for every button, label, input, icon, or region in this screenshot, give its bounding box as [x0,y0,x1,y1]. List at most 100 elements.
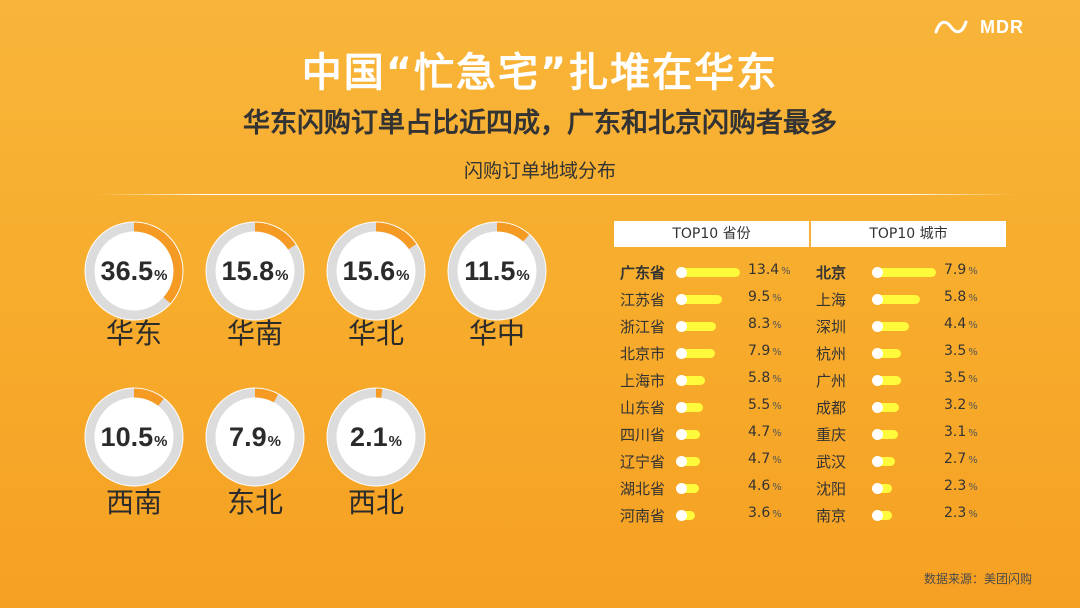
ring-slice [206,222,304,320]
ring-东北: 7.9% 东北 [205,387,305,519]
ranking-bar [678,457,700,466]
ring-background [84,387,184,487]
ranking-bar [678,268,740,277]
ring-background [84,221,184,321]
ranking-value: 3.5% [944,370,978,386]
ranking-row: 上海市 5.8% [614,368,810,395]
ranking-unit: % [772,509,782,520]
ranking-row: 广东省 13.4% [614,260,810,287]
ranking-name: 成都 [816,399,847,417]
ranking-bar-dot [872,483,883,494]
ring-华中: 11.5% 华中 [447,221,547,350]
province-ranking-list: 广东省 13.4% 江苏省 9.5% 浙江省 8.3% 北京市 7.9% 上海市 5.8% 山东省 5… [614,260,810,530]
ring-slice [85,388,183,486]
ranking-bar-dot [676,375,687,386]
ranking-name: 重庆 [816,426,847,444]
ring-西北: 2.1% 西北 [326,387,426,519]
ranking-name: 深圳 [816,318,847,336]
ring-slice [327,388,425,486]
ring-background [205,221,305,321]
ranking-bar-dot [676,267,687,278]
ring-label: 华中 [469,317,525,350]
ring-slice [448,222,546,320]
ring-slice [85,222,183,320]
section-divider [96,194,1016,195]
ranking-value: 3.1% [944,424,978,440]
ranking-bar-dot [872,375,883,386]
ring-value: 36.5% [101,256,168,286]
ranking-unit: % [968,293,978,304]
ranking-bar [678,403,704,412]
ranking-name: 广州 [816,372,847,390]
ranking-value: 4.4% [944,316,978,332]
top10-tables: TOP10 省份 TOP10 城市 广东省 13.4% 江苏省 9.5% 浙江省 8.3%… [614,221,1006,530]
top10-table-header: TOP10 省份 TOP10 城市 [614,221,1006,247]
page-subtitle: 华东闪购订单占比近四成，广东和北京闪购者最多 [243,108,837,139]
ranking-name: 上海 [816,291,847,309]
data-source-note: 数据来源：美团闪购 [923,572,1032,586]
ranking-name: 上海市 [620,372,666,390]
ranking-row: 江苏省 9.5% [614,287,810,314]
ring-value: 2.1% [350,422,402,452]
ranking-row: 山东省 5.5% [614,395,810,422]
ring-label: 西北 [348,486,404,519]
ranking-row: 成都 3.2% [810,395,1006,422]
ranking-name: 沈阳 [816,480,847,498]
ranking-bar-dot [872,294,883,305]
ranking-unit: % [968,401,978,412]
ring-slice [327,222,425,320]
ranking-bar [678,295,722,304]
ranking-name: 北京 [816,264,847,282]
ranking-name: 广东省 [620,264,666,282]
ranking-name: 浙江省 [620,318,666,336]
ranking-bar [678,484,700,493]
city-ranking-list: 北京 7.9% 上海 5.8% 深圳 4.4% 杭州 3.5% 广州 3.5% 成都 3.2% 重庆 3.… [810,260,1006,530]
ranking-bar [678,430,700,439]
ranking-value: 5.5% [748,397,782,413]
ranking-bar-dot [676,429,687,440]
ranking-value: 2.7% [944,451,978,467]
ranking-unit: % [772,293,782,304]
ranking-row: 浙江省 8.3% [614,314,810,341]
ranking-name: 河南省 [620,507,666,525]
ranking-bar [874,484,893,493]
ranking-unit: % [772,347,782,358]
ring-value: 11.5% [464,256,529,286]
ranking-unit: % [968,509,978,520]
ranking-unit: % [772,401,782,412]
ring-value: 15.8% [222,256,289,286]
ranking-bar [874,295,920,304]
ranking-bar [678,376,705,385]
ranking-row: 四川省 4.7% [614,422,810,449]
ranking-unit: % [772,482,782,493]
ring-background [447,221,547,321]
ranking-unit: % [968,455,978,466]
ranking-name: 四川省 [620,426,666,444]
ranking-value: 3.5% [944,343,978,359]
province-table-title: TOP10 省份 [672,226,751,242]
ranking-bar-dot [872,321,883,332]
ranking-unit: % [772,455,782,466]
ring-value: 10.5% [101,422,168,452]
ranking-unit: % [968,347,978,358]
ranking-row: 北京市 7.9% [614,341,810,368]
mdr-logo: MDR [980,18,1024,40]
ranking-row: 上海 5.8% [810,287,1006,314]
ranking-row: 南京 2.3% [810,503,1006,530]
ranking-row: 深圳 4.4% [810,314,1006,341]
ranking-bar-dot [676,321,687,332]
ranking-name: 辽宁省 [620,453,666,471]
ranking-unit: % [772,428,782,439]
ring-华南: 15.8% 华南 [205,221,305,350]
ranking-row: 广州 3.5% [810,368,1006,395]
ranking-row: 北京 7.9% [810,260,1006,287]
brand-logo [934,18,968,40]
ring-label: 东北 [227,486,283,519]
ranking-bar [874,322,909,331]
ranking-row: 杭州 3.5% [810,341,1006,368]
ring-label: 华北 [348,317,404,350]
ranking-value: 13.4% [748,262,791,278]
ranking-bar-dot [872,510,883,521]
ranking-name: 湖北省 [620,480,666,498]
ranking-unit: % [781,266,791,277]
